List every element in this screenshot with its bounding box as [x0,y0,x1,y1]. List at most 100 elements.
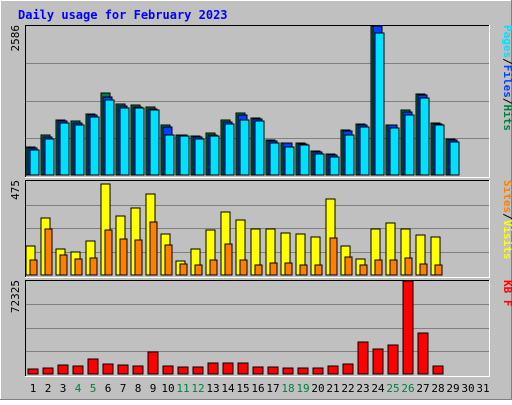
bar-pages-day-17 [269,142,280,176]
x-tick-label-day-13: 13 [206,382,219,395]
bar-kb-f-day-27 [417,332,429,375]
bar-kb-f-day-13 [207,362,219,375]
bar-kb-f-day-1 [27,368,39,375]
bar-sites-day-7 [119,238,128,276]
axis-legend-hits-files-pages: Pages/Files/Hits [501,25,512,131]
x-tick-label-day-6: 6 [105,382,112,395]
y-axis-max-label: 72325 [9,280,22,313]
bar-pages-day-25 [389,127,400,176]
bar-sites-day-13 [209,259,218,276]
bar-kb-f-day-22 [342,363,354,375]
x-tick-label-day-3: 3 [60,382,67,395]
bar-sites-day-27 [419,263,428,276]
bar-pages-day-24 [374,32,385,176]
x-tick-label-day-4: 4 [75,382,82,395]
bar-sites-day-8 [134,239,143,276]
bar-kb-f-day-10 [162,365,174,375]
bar-kb-f-day-14 [222,362,234,375]
bar-pages-day-12 [194,138,205,176]
bar-sites-day-1 [29,259,38,276]
bar-sites-day-9 [149,221,158,276]
bar-kb-f-day-28 [432,365,444,375]
bar-kb-f-day-7 [117,364,129,375]
x-tick-label-day-14: 14 [221,382,235,395]
legend-: / [501,213,512,220]
bar-sites-day-15 [239,259,248,276]
bar-pages-day-8 [134,107,145,176]
bar-pages-day-18 [284,146,295,176]
bar-sites-day-6 [104,229,113,276]
bar-pages-day-13 [209,135,220,176]
bar-kb-f-day-23 [357,341,369,375]
bar-pages-day-3 [59,122,70,176]
bar-pages-day-1 [29,149,40,176]
x-tick-label-day-1: 1 [30,382,37,395]
x-tick-label-day-20: 20 [311,382,324,395]
x-tick-label-day-26: 26 [401,382,414,395]
x-tick-label-day-17: 17 [266,382,279,395]
bar-pages-day-22 [344,134,355,176]
bar-pages-day-19 [299,144,310,176]
bar-kb-f-day-24 [372,348,384,375]
bar-sites-day-22 [344,256,353,276]
axis-legend-visits-sites: Sites/Visits [501,180,512,260]
bar-kb-f-day-16 [252,366,264,375]
bar-sites-day-18 [284,262,293,276]
bar-sites-day-10 [164,244,173,276]
bar-pages-day-4 [74,124,85,176]
bar-pages-day-23 [359,126,370,176]
axis-legend-kbytes: KB F [501,280,512,307]
bar-pages-day-10 [164,134,175,176]
bar-kb-f-day-8 [132,365,144,375]
bar-kb-f-day-4 [72,365,84,375]
legend-: / [501,58,512,65]
bar-sites-day-20 [314,264,323,276]
x-axis-day-labels: 1 2 3 4 5 6 7 8 9 10 11 12 13 14 15 16 17 18 19 20 21 22 23 24 2… [30,382,490,395]
x-tick-label-day-28: 28 [431,382,444,395]
panel-kbytes: 72325 KB F [9,280,512,377]
x-tick-label-day-8: 8 [135,382,142,395]
x-tick-label-day-24: 24 [371,382,385,395]
x-tick-label-day-21: 21 [326,382,339,395]
bar-kb-f-day-5 [87,358,99,375]
bar-pages-day-16 [254,120,265,176]
x-tick-label-day-25: 25 [386,382,399,395]
bar-kb-f-day-2 [42,367,54,375]
x-tick-label-day-11: 11 [176,382,189,395]
bar-sites-day-19 [299,264,308,276]
x-tick-label-day-19: 19 [296,382,309,395]
bar-sites-day-5 [89,257,98,276]
y-axis-max-label: 2586 [9,25,22,52]
chart-title: Daily usage for February 2023 [18,8,228,22]
bar-pages-day-15 [239,119,250,176]
legend-pages: Pages [501,25,512,58]
series-kb-f [27,280,444,375]
x-tick-label-day-5: 5 [90,382,97,395]
bar-kb-f-day-12 [192,366,204,375]
x-tick-label-day-31: 31 [476,382,489,395]
x-tick-label-day-30: 30 [461,382,474,395]
x-tick-label-day-23: 23 [356,382,369,395]
x-tick-label-day-7: 7 [120,382,127,395]
legend-kbf: KB F [501,280,512,307]
series-pages [29,32,460,176]
x-tick-label-day-2: 2 [45,382,52,395]
bar-sites-day-23 [359,264,368,276]
legend-visits: Visits [501,220,512,260]
bar-sites-day-25 [389,259,398,276]
legend-hits: Hits [501,105,512,132]
bar-sites-day-12 [194,264,203,276]
bar-kb-f-day-6 [102,363,114,375]
bar-kb-f-day-17 [267,366,279,375]
legend-: / [501,98,512,105]
bar-pages-day-29 [449,141,460,176]
bar-kb-f-day-9 [147,351,159,375]
legend-sites: Sites [501,180,512,213]
bar-pages-day-14 [224,123,235,176]
bar-sites-day-11 [179,263,188,276]
x-tick-label-day-22: 22 [341,382,354,395]
legend-files: Files [501,65,512,98]
bar-sites-day-14 [224,243,233,276]
bar-sites-day-26 [404,257,413,276]
